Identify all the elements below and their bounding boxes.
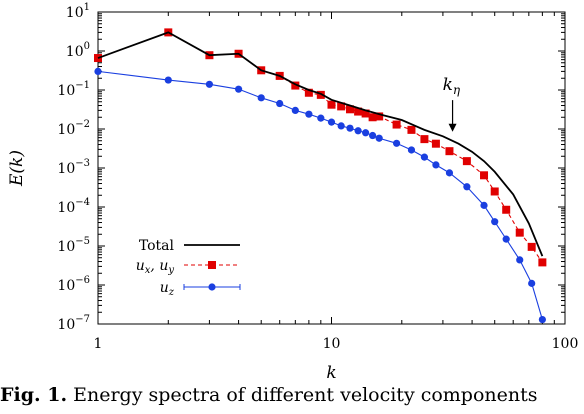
point-uxuy: [392, 120, 401, 129]
energy-spectrum-chart: 10−7 10−6 10−5 10−4 10−3 10−2 10−1 100 101 1 10 10…: [7, 2, 579, 383]
legend-marker-uz: [208, 283, 216, 291]
point-uz: [445, 169, 454, 177]
series-line-uz: [97, 70, 543, 320]
point-uz: [327, 118, 336, 126]
legend-uxuy-base-2: , u: [150, 258, 168, 274]
point-uz: [432, 161, 440, 169]
point-uxuy: [420, 135, 429, 144]
y-tick-label: 101: [66, 2, 90, 21]
point-uz: [354, 127, 362, 135]
point-uxuy: [368, 113, 377, 122]
point-uxuy: [527, 242, 536, 251]
x-tick-label: 1: [94, 336, 103, 352]
point-uz: [375, 134, 383, 142]
legend-marker-uxuy: [208, 261, 216, 269]
point-uxuy: [345, 105, 354, 114]
legend-label-total: Total: [139, 238, 175, 254]
caption-label: Fig. 1.: [0, 384, 68, 406]
point-uxuy: [515, 228, 524, 237]
x-axis-label: k: [326, 363, 336, 383]
point-uz: [94, 67, 102, 75]
y-tick-label: 10−5: [57, 236, 90, 255]
point-uxuy: [337, 102, 346, 111]
series-line-total: [97, 31, 544, 257]
legend-sample-uz: [183, 283, 241, 291]
figure-caption: Fig. 1. Energy spectra of different velo…: [0, 384, 584, 414]
point-uxuy: [291, 81, 300, 90]
point-uxuy: [316, 90, 325, 99]
point-uz: [491, 218, 499, 226]
point-uz: [291, 106, 299, 114]
point-uxuy: [361, 109, 370, 118]
point-uxuy: [304, 88, 313, 97]
point-uz: [502, 235, 510, 243]
y-tick-label: 10−2: [57, 119, 90, 138]
annotation-arrowhead: [448, 123, 457, 132]
point-uxuy: [407, 125, 416, 134]
legend-uxuy-sub-x: x: [145, 265, 151, 276]
point-uz: [337, 122, 345, 130]
legend-uz-sub: z: [168, 287, 175, 298]
legend: Total ux, uy uz: [136, 238, 241, 298]
point-uz: [516, 256, 524, 264]
x-tick-label: 10: [323, 336, 341, 352]
point-uz: [420, 153, 429, 161]
point-uz: [205, 80, 214, 88]
y-tick-label: 10−6: [57, 275, 90, 294]
point-uz: [257, 94, 265, 102]
point-uxuy: [375, 112, 384, 121]
y-tick-label: 10−3: [57, 158, 90, 177]
annotation-base: k: [443, 75, 453, 95]
point-uz: [164, 76, 172, 84]
legend-total-text: Total: [139, 238, 175, 254]
plot-frame: [97, 11, 566, 325]
y-axis-label: E(k): [7, 150, 27, 187]
point-uz: [369, 131, 377, 140]
point-uz: [362, 129, 370, 137]
y-tick-label: 100: [66, 41, 90, 60]
point-uxuy: [354, 107, 363, 116]
point-uz: [528, 279, 536, 287]
legend-label-uz: uz: [160, 280, 175, 298]
point-uxuy: [445, 147, 454, 156]
y-tick-label: 10−1: [57, 80, 90, 99]
point-uxuy: [480, 171, 489, 180]
point-uxuy: [327, 100, 336, 109]
point-uz: [407, 146, 416, 154]
point-uz: [480, 201, 488, 209]
point-uz: [317, 114, 325, 122]
point-uxuy: [462, 157, 471, 166]
point-uxuy: [431, 139, 440, 148]
point-uz: [276, 99, 284, 108]
point-uz: [463, 183, 471, 191]
y-tick-label: 10−7: [57, 314, 90, 333]
caption-text: Energy spectra of different velocity com…: [73, 384, 538, 406]
legend-uxuy-sub-y: y: [167, 265, 174, 276]
x-tick-label: 100: [552, 336, 579, 352]
annotation-k-eta: kη: [443, 75, 461, 132]
legend-sample-uxuy: [184, 261, 240, 269]
series-layer: [94, 28, 547, 324]
annotation-subscript: η: [453, 83, 461, 97]
point-uxuy: [538, 258, 547, 267]
point-uz: [305, 110, 313, 118]
legend-label-uxuy: ux, uy: [136, 258, 175, 276]
point-uz: [346, 124, 354, 132]
legend-uz-base: u: [160, 280, 169, 296]
point-uz: [234, 85, 243, 93]
point-uxuy: [490, 187, 499, 196]
legend-uxuy-base: u: [136, 258, 145, 274]
point-uxuy: [502, 205, 511, 214]
y-axis-ticks: 10−7 10−6 10−5 10−4 10−3 10−2 10−1 100 101: [57, 2, 565, 333]
x-axis-ticks: 1 10 100: [94, 12, 579, 352]
series-line-uxuy: [97, 31, 543, 263]
point-uz: [392, 139, 401, 147]
annotation-label: kη: [443, 75, 461, 97]
point-uz: [538, 315, 546, 324]
y-tick-label: 10−4: [57, 197, 90, 216]
